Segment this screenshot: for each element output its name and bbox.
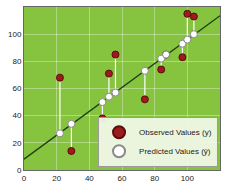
svg-text:40: 40 xyxy=(85,174,94,183)
svg-text:0: 0 xyxy=(17,166,22,175)
svg-text:80: 80 xyxy=(12,57,21,66)
svg-text:100: 100 xyxy=(8,30,22,39)
svg-text:0: 0 xyxy=(22,174,27,183)
svg-text:100: 100 xyxy=(181,174,195,183)
svg-text:60: 60 xyxy=(118,174,127,183)
svg-text:80: 80 xyxy=(150,174,159,183)
svg-text:20: 20 xyxy=(12,139,21,148)
svg-text:40: 40 xyxy=(12,111,21,120)
svg-text:Observed Values (y): Observed Values (y) xyxy=(139,128,212,137)
svg-text:Predicted Values (ŷ): Predicted Values (ŷ) xyxy=(139,147,211,156)
svg-text:20: 20 xyxy=(52,174,61,183)
svg-text:60: 60 xyxy=(12,84,21,93)
